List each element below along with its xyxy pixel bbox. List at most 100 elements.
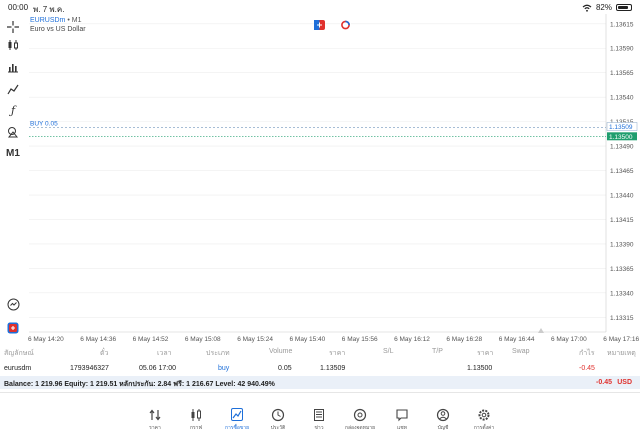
nav-trade[interactable]: การซื้อขาย: [219, 407, 255, 432]
chart-toolbar: ƒ M1: [0, 14, 26, 344]
nav-history-label: ประวัติ: [270, 425, 286, 431]
sync-icon[interactable]: [340, 20, 351, 30]
row-time: 05.06 17:00: [139, 365, 176, 372]
trade-icon: [231, 408, 243, 421]
bid-price-box: [607, 132, 637, 141]
y-tick-label: 1.13315: [610, 315, 634, 322]
sell-quick-button[interactable]: [314, 20, 325, 30]
objects-icon[interactable]: [3, 123, 23, 141]
balance-summary: Balance: 1 219.96 Equity: 1 219.51 หลักป…: [4, 381, 275, 388]
row-ticket: 1793946327: [70, 365, 109, 372]
price-chart[interactable]: 1.136151.135901.135651.135401.135151.134…: [26, 14, 640, 346]
row-symbol: eurusdm: [4, 365, 32, 372]
y-tick-label: 1.13340: [610, 290, 634, 297]
account-icon: [436, 408, 450, 422]
nav-settings[interactable]: การตั้งค่า: [466, 407, 502, 432]
row-open-price: 1.13509: [320, 365, 346, 372]
x-tick-label: 6 May 15:56: [342, 336, 378, 343]
col-ticket: ตั๋ว: [100, 350, 109, 357]
ask-price-label: 1.13509: [609, 124, 633, 131]
ask-price-box: [606, 122, 638, 131]
symbol-info: EURUSDm • M1 Euro vs US Dollar: [30, 16, 86, 34]
nav-account[interactable]: บัญชี: [425, 407, 461, 432]
x-tick-label: 6 May 17:16: [603, 336, 639, 343]
crosshair-icon[interactable]: [3, 18, 23, 36]
chart-shift-marker[interactable]: [538, 328, 544, 333]
nav-quotes[interactable]: ราคา: [137, 407, 173, 432]
battery-icon: [616, 4, 632, 11]
symbol-name[interactable]: EURUSDm: [30, 17, 66, 24]
buy-order-label[interactable]: BUY 0.05: [30, 121, 58, 128]
col-time: เวลา: [157, 350, 172, 357]
nav-settings-label: การตั้งค่า: [473, 425, 495, 431]
bottom-navigation: ราคา กราฟ การซื้อขาย ประวัติ ข่าว กล่องจ…: [0, 392, 640, 448]
positions-table: สัญลักษณ์ ตั๋ว เวลา ประเภท Volume ราคา S…: [0, 346, 640, 392]
account-currency: USD: [617, 379, 632, 386]
settings-icon: [478, 409, 490, 421]
y-tick-label: 1.13590: [610, 46, 634, 53]
y-tick-label: 1.13615: [610, 21, 634, 28]
chat-icon: [396, 409, 408, 422]
nav-trade-label: การซื้อขาย: [224, 425, 250, 431]
nav-chat[interactable]: แชท: [384, 407, 420, 432]
nav-account-label: บัญชี: [437, 425, 449, 431]
symbol-description: Euro vs US Dollar: [30, 26, 86, 33]
y-tick-label: 1.13540: [610, 95, 634, 102]
candles-icon[interactable]: [3, 36, 23, 54]
x-tick-label: 6 May 14:52: [133, 336, 169, 343]
total-profit: -0.45: [596, 379, 612, 386]
search-icon[interactable]: [3, 295, 23, 313]
row-profit: -0.45: [579, 365, 595, 372]
col-comment: หมายเหตุ: [607, 350, 636, 357]
col-price: ราคา: [329, 350, 346, 357]
nav-news[interactable]: ข่าว: [301, 407, 337, 432]
news-icon: [314, 409, 324, 421]
row-volume: 0.05: [278, 365, 292, 372]
x-tick-label: 6 May 14:36: [80, 336, 116, 343]
symbol-separator: •: [67, 17, 70, 24]
mailbox-icon: [353, 408, 367, 422]
indicator-icon[interactable]: [3, 80, 23, 98]
timeframe-button[interactable]: M1: [6, 147, 20, 159]
bid-price-label: 1.13500: [609, 134, 633, 141]
x-tick-label: 6 May 15:24: [237, 336, 273, 343]
x-tick-label: 6 May 14:20: [28, 336, 64, 343]
row-type: buy: [218, 365, 230, 372]
y-tick-label: 1.13490: [610, 144, 634, 151]
status-bar: 00:00 พ. 7 พ.ค. 82%: [0, 0, 640, 14]
col-sl: S/L: [383, 348, 394, 355]
nav-mailbox[interactable]: กล่องจดหมาย: [342, 407, 378, 432]
col-profit: กำไร: [579, 350, 595, 357]
y-tick-label: 1.13465: [610, 168, 634, 175]
chart-icon: [191, 409, 201, 421]
symbol-timeframe: M1: [71, 17, 82, 24]
nav-news-label: ข่าว: [314, 425, 324, 431]
y-tick-label: 1.13365: [610, 266, 634, 273]
y-tick-label: 1.13565: [610, 70, 634, 77]
function-icon[interactable]: ƒ: [10, 103, 16, 117]
col-volume: Volume: [269, 348, 293, 355]
nav-quotes-label: ราคา: [149, 425, 161, 431]
x-tick-label: 6 May 16:12: [394, 336, 430, 343]
x-tick-label: 6 May 15:40: [290, 336, 326, 343]
status-time: 00:00: [8, 3, 29, 12]
y-tick-label: 1.13390: [610, 241, 634, 248]
chart-canvas: 1.136151.135901.135651.135401.135151.134…: [28, 14, 639, 343]
bars-icon[interactable]: [3, 58, 23, 76]
x-tick-label: 6 May 17:00: [551, 336, 587, 343]
y-tick-label: 1.13415: [610, 217, 634, 224]
nav-chat-label: แชท: [397, 425, 407, 431]
col-swap: Swap: [512, 348, 530, 355]
nav-chart[interactable]: กราฟ: [178, 407, 214, 432]
y-tick-label: 1.13440: [610, 193, 634, 200]
col-symbol: สัญลักษณ์: [4, 350, 34, 357]
nav-history[interactable]: ประวัติ: [260, 407, 296, 432]
one-click-trading-icon[interactable]: [3, 319, 23, 337]
quotes-icon: [149, 409, 161, 421]
x-tick-label: 6 May 16:44: [499, 336, 535, 343]
x-tick-label: 6 May 16:28: [446, 336, 482, 343]
col-tp: T/P: [432, 348, 443, 355]
status-date: พ. 7 พ.ค.: [33, 5, 65, 14]
battery-percent: 82%: [595, 3, 612, 12]
balance-bar: Balance: 1 219.96 Equity: 1 219.51 หลักป…: [0, 376, 640, 389]
